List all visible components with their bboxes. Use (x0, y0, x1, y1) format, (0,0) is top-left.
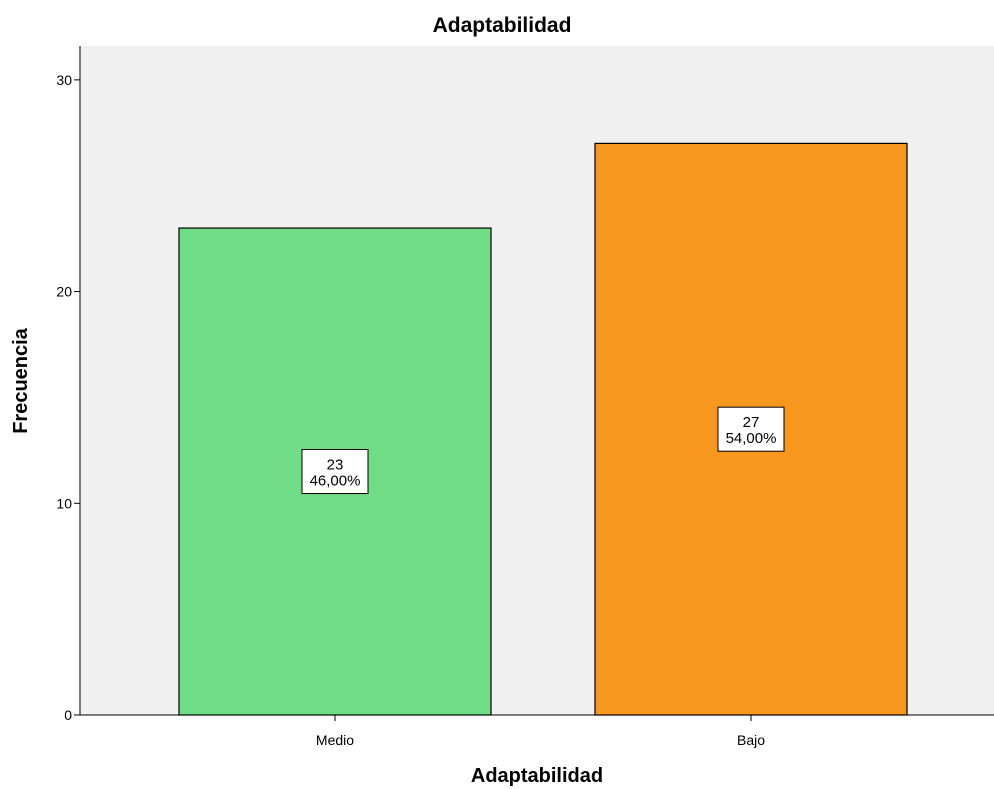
y-tick-label: 0 (64, 707, 72, 723)
chart-title: Adaptabilidad (433, 14, 572, 37)
data-label-box (717, 406, 785, 452)
y-tick-label: 10 (56, 495, 72, 511)
y-tick-label: 20 (56, 284, 72, 300)
data-label-box (301, 449, 369, 495)
y-axis-title: Frecuencia (10, 327, 32, 433)
y-tick-label: 30 (56, 72, 72, 88)
x-ticks-layer: Medio Bajo (316, 715, 765, 748)
x-tick-label: Medio (316, 732, 354, 748)
data-label-percent: 46,00% (310, 473, 361, 490)
y-ticks-layer: 0 10 20 30 (56, 72, 80, 723)
x-tick-label: Bajo (737, 732, 765, 748)
data-label-count: 23 (327, 457, 344, 474)
data-label-percent: 54,00% (726, 430, 777, 447)
x-axis-title: Adaptabilidad (471, 765, 603, 787)
data-label-count: 27 (743, 414, 760, 431)
